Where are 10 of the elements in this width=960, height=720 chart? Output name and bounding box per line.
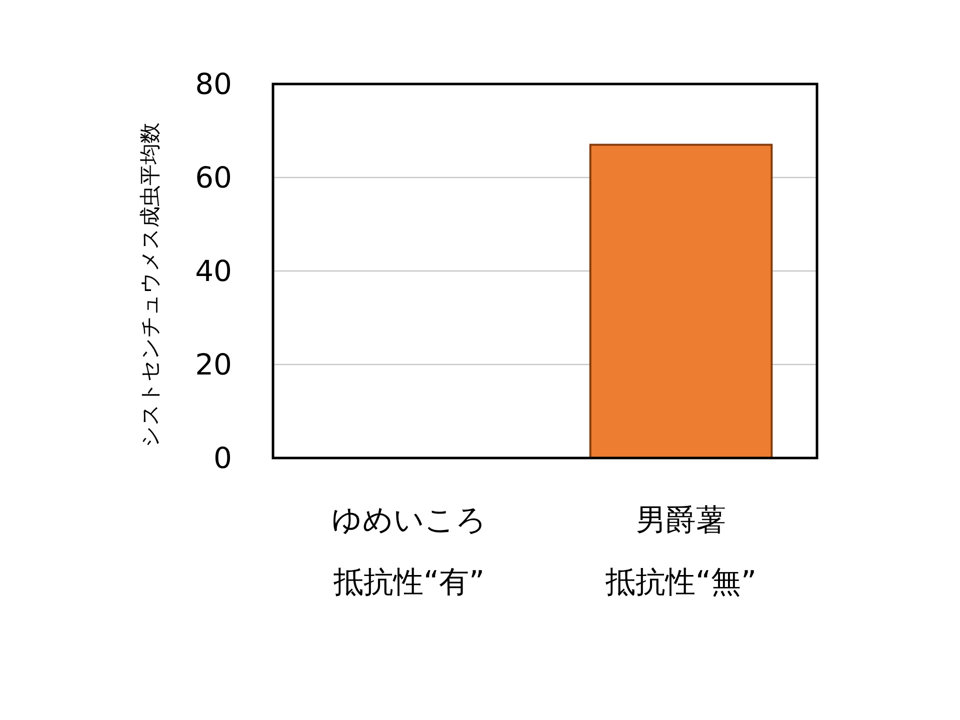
- y-tick-label: 40: [195, 254, 232, 288]
- y-tick-label: 20: [195, 348, 232, 382]
- x-tick-label: 男爵薯: [636, 503, 726, 538]
- x-tick-label: ゆめいころ: [332, 503, 486, 538]
- y-axis-title: シストセンチュウメス成虫平均数: [138, 122, 162, 448]
- text: 抵抗性“有”: [332, 565, 485, 600]
- y-tick-label: 60: [195, 160, 232, 194]
- y-tick-label: 80: [195, 67, 232, 101]
- y-tick-label: 0: [214, 441, 232, 475]
- text: 抵抗性“無”: [604, 565, 757, 600]
